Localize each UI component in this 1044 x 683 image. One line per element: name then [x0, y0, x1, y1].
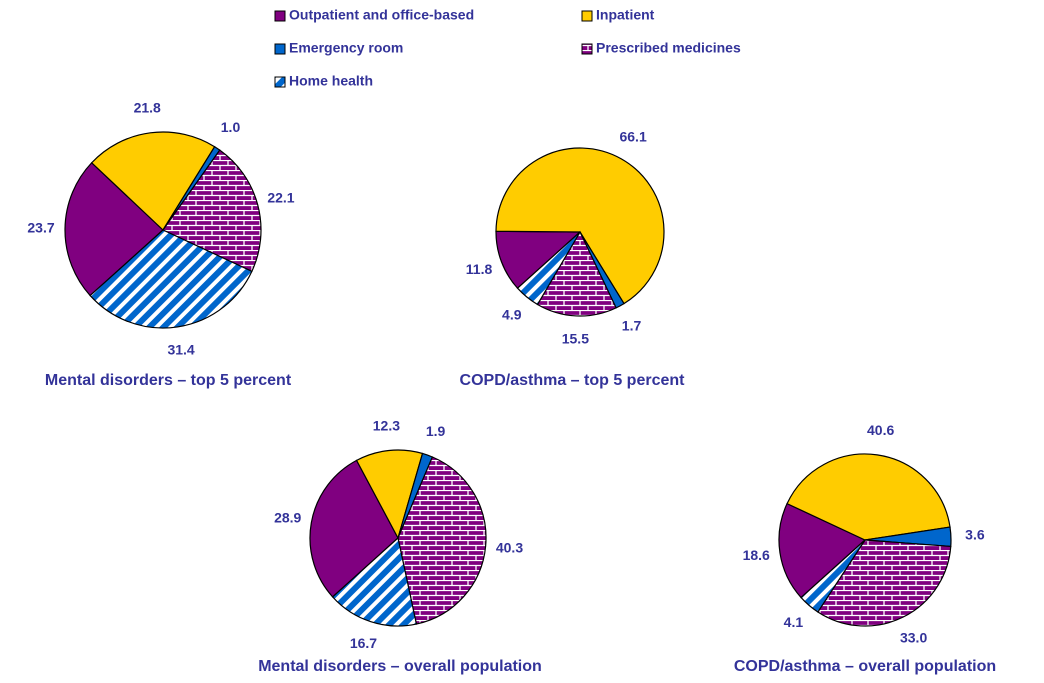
data-label: 21.8	[134, 100, 161, 116]
legend-swatch	[581, 10, 593, 22]
data-label: 15.5	[562, 331, 589, 347]
data-label: 3.6	[965, 527, 985, 543]
pie-slice	[64, 161, 164, 297]
pie-slice	[397, 456, 487, 625]
legend-label: Prescribed medicines	[596, 40, 741, 56]
pie-slice	[89, 229, 253, 329]
chart-title: Mental disorders – top 5 percent	[45, 372, 292, 389]
data-label: 4.9	[502, 306, 522, 322]
pie-slice	[355, 449, 424, 540]
data-label: 11.8	[466, 261, 493, 277]
data-label: 1.7	[622, 318, 642, 334]
data-label: 33.0	[900, 629, 927, 645]
legend-box	[242, 0, 862, 100]
legend-label: Home health	[289, 73, 373, 89]
data-label: 31.4	[167, 341, 194, 357]
data-label: 22.1	[267, 189, 294, 205]
data-label: 16.7	[350, 635, 377, 651]
pie-slice	[786, 453, 951, 541]
data-label: 18.6	[743, 547, 770, 563]
data-label: 40.3	[496, 539, 523, 555]
legend: Outpatient and office-based Inpatient Emer…	[274, 7, 741, 89]
pie-slice	[778, 502, 867, 599]
data-label: 66.1	[619, 129, 646, 145]
legend-swatch	[274, 10, 286, 22]
data-label: 12.3	[373, 417, 400, 433]
legend-label: Emergency room	[289, 40, 403, 56]
legend-swatch	[274, 76, 286, 88]
pie-slice	[495, 230, 582, 290]
pie-slice	[309, 459, 399, 598]
pie-slice	[331, 536, 418, 627]
pie-slice	[495, 147, 665, 305]
data-label: 23.7	[27, 219, 54, 235]
data-label: 1.9	[426, 423, 446, 439]
pie-slice	[90, 131, 216, 231]
chart-title: Mental disorders – overall population	[258, 658, 542, 675]
legend-swatch	[581, 43, 593, 55]
data-label: 28.9	[274, 509, 301, 525]
legend-label: Outpatient and office-based	[289, 7, 474, 23]
pie-slice	[536, 230, 617, 317]
pie-slice	[800, 539, 866, 613]
chart-title: COPD/asthma – overall population	[734, 658, 996, 675]
data-label: 4.1	[784, 614, 804, 630]
pie-slice	[516, 231, 581, 306]
data-label: 40.6	[867, 422, 894, 438]
chart-title: COPD/asthma – top 5 percent	[460, 372, 686, 389]
legend-swatch	[274, 43, 286, 55]
legend-label: Inpatient	[596, 7, 655, 23]
data-label: 1.0	[221, 119, 241, 135]
